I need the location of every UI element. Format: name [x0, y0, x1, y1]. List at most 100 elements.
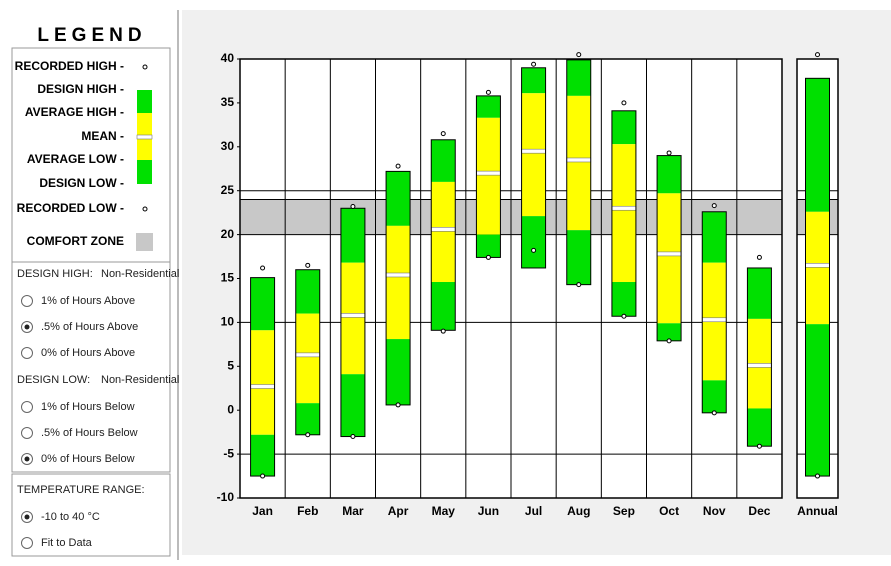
y-tick-label: -10	[217, 490, 235, 504]
design-low-band	[431, 282, 456, 331]
design-high-band	[431, 139, 456, 182]
design-low-band	[702, 380, 727, 413]
design-low-band	[295, 403, 320, 435]
x-tick-label: Annual	[797, 504, 838, 518]
average-band	[521, 93, 546, 217]
radio-button[interactable]	[21, 347, 33, 359]
mean-line	[566, 157, 592, 163]
recorded-high	[576, 52, 582, 58]
mean-line	[701, 317, 727, 323]
setting-heading: DESIGN HIGH:	[17, 268, 93, 280]
radio-dot	[24, 324, 30, 330]
mean-line	[340, 313, 366, 318]
recorded-low	[440, 328, 446, 334]
recorded-low	[711, 410, 717, 416]
recorded-low	[576, 282, 582, 288]
recorded-high	[485, 89, 491, 95]
recorded-low	[260, 473, 266, 479]
legend-label: AVERAGE HIGH -	[25, 105, 124, 119]
plot-frame	[796, 58, 839, 499]
mean-line	[385, 272, 411, 278]
radio-button[interactable]	[21, 295, 33, 307]
radio-dot	[24, 514, 30, 520]
design-low-band	[250, 434, 275, 477]
legend-label: DESIGN LOW -	[39, 176, 124, 190]
y-tick-label: 30	[221, 139, 235, 153]
x-tick-label: Oct	[659, 504, 679, 518]
radio-button[interactable]	[21, 537, 33, 549]
design-high-band	[747, 267, 772, 319]
recorded-low	[621, 313, 627, 319]
radio-label[interactable]: -10 to 40 °C	[41, 511, 100, 523]
radio-button[interactable]	[21, 401, 33, 413]
setting-subheading: Non-Residential	[101, 268, 179, 280]
recorded-high	[395, 163, 401, 169]
radio-label[interactable]: 0% of Hours Below	[41, 453, 135, 465]
y-tick-label: 0	[227, 402, 234, 416]
design-high-band	[521, 67, 546, 94]
average-band	[340, 262, 365, 375]
radio-label[interactable]: 1% of Hours Below	[41, 401, 135, 413]
radio-dot	[24, 456, 30, 462]
radio-button[interactable]	[21, 427, 33, 439]
average-band	[250, 330, 275, 435]
design-low-band	[657, 323, 682, 341]
radio-label[interactable]: Fit to Data	[41, 537, 93, 549]
radio-label[interactable]: 1% of Hours Above	[41, 295, 135, 307]
y-tick-label: 25	[221, 183, 235, 197]
design-high-band	[657, 155, 682, 194]
x-tick-label: Jan	[252, 504, 273, 518]
legend-swatch	[136, 233, 153, 251]
x-tick-label: May	[432, 504, 456, 518]
mean-line	[295, 352, 321, 358]
mean-line	[430, 227, 456, 232]
design-high-band	[566, 59, 591, 96]
recorded-low	[666, 338, 672, 344]
y-tick-label: -5	[223, 446, 234, 460]
y-tick-label: 15	[221, 271, 235, 285]
legend-label: RECORDED HIGH -	[15, 59, 124, 73]
design-high-band	[702, 211, 727, 263]
design-low-band	[805, 324, 830, 477]
design-low-band	[747, 408, 772, 447]
x-tick-label: Apr	[388, 504, 409, 518]
recorded-high	[531, 61, 537, 67]
legend-label: MEAN -	[81, 129, 124, 143]
recorded-high	[305, 262, 311, 268]
design-low-band	[340, 374, 365, 437]
average-band	[476, 117, 501, 235]
recorded-high	[621, 100, 627, 106]
y-tick-label: 40	[221, 51, 235, 65]
legend-title: LEGEND	[37, 25, 146, 46]
legend-dot	[142, 64, 148, 70]
design-high-band	[295, 269, 320, 314]
radio-label[interactable]: 0% of Hours Above	[41, 347, 135, 359]
mean-line	[805, 263, 830, 268]
recorded-low	[485, 254, 491, 260]
recorded-high	[350, 204, 356, 210]
average-band	[431, 181, 456, 283]
design-high-band	[805, 78, 830, 212]
setting-heading: TEMPERATURE RANGE:	[17, 484, 145, 496]
average-band	[657, 193, 682, 324]
x-tick-label: Aug	[567, 504, 590, 518]
y-tick-label: 10	[221, 315, 235, 329]
radio-label[interactable]: .5% of Hours Above	[41, 321, 138, 333]
legend-dot	[142, 206, 148, 212]
legend-label: AVERAGE LOW -	[27, 152, 124, 166]
design-high-band	[476, 95, 501, 118]
average-band	[805, 211, 830, 325]
x-tick-label: Dec	[748, 504, 770, 518]
setting-heading: DESIGN LOW:	[17, 374, 90, 386]
average-band	[566, 95, 591, 231]
mean-line	[747, 363, 772, 368]
radio-label[interactable]: .5% of Hours Below	[41, 427, 138, 439]
mean-line	[476, 170, 501, 176]
recorded-high	[756, 254, 762, 260]
recorded-low	[305, 432, 311, 438]
legend-swatch	[137, 160, 152, 184]
legend-swatch	[136, 134, 153, 140]
range-box	[11, 473, 171, 557]
design-high-band	[250, 277, 275, 331]
